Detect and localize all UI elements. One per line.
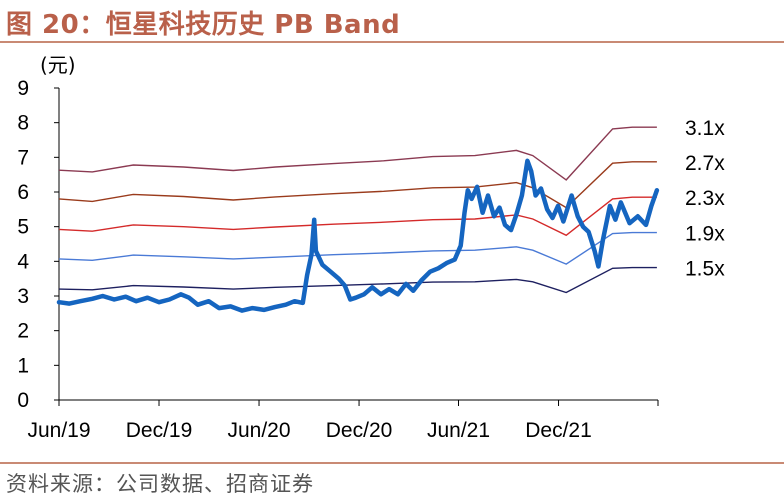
band-label-1.5x: 1.5x: [685, 258, 725, 281]
y-axis-unit-label: (元): [40, 53, 76, 77]
x-tick-label: Jun/20: [227, 419, 290, 442]
y-tick-label: 6: [17, 181, 29, 204]
x-tick-label: Jun/21: [427, 419, 490, 442]
y-tick-label: 0: [17, 389, 29, 412]
band-line-2.7x: [58, 161, 657, 209]
band-label-2.3x: 2.3x: [685, 187, 725, 210]
y-tick-label: 4: [17, 250, 29, 273]
band-line-3.1x: [58, 126, 657, 181]
band-label-2.7x: 2.7x: [685, 152, 725, 175]
y-tick-label: 1: [17, 354, 29, 377]
price-series: [56, 158, 660, 313]
band-line-1.5x: [58, 266, 657, 294]
pb-band-chart: 0 1 2 3 4 5 6 7 8 9 Jun/19 Dec/19 Jun/20 Dec/20 Jun/21…: [17, 53, 725, 442]
y-tick-label: 7: [17, 146, 29, 169]
x-tick-label: Dec/21: [525, 419, 592, 442]
price-line: [56, 158, 660, 313]
title-divider: [0, 41, 784, 43]
y-tick-label: 2: [17, 320, 29, 343]
y-tick-label: 9: [17, 77, 29, 100]
figure-source: 资料来源：公司数据、招商证券: [6, 472, 314, 496]
y-tick-label: 8: [17, 112, 29, 135]
x-tick-label: Jun/19: [27, 419, 90, 442]
source-divider: [0, 462, 784, 464]
figure-title: 图 20：恒星科技历史 PB Band: [6, 10, 401, 40]
band-labels: 3.1x 2.7x 2.3x 1.9x 1.5x: [685, 117, 725, 280]
band-label-3.1x: 3.1x: [685, 117, 725, 140]
chart-axes: 0 1 2 3 4 5 6 7 8 9 Jun/19 Dec/19 Jun/20 Dec/20 Jun/21…: [17, 53, 659, 442]
y-tick-label: 3: [17, 285, 29, 308]
band-line-2.3x: [58, 196, 657, 237]
x-tick-label: Dec/20: [326, 419, 393, 442]
band-line-1.9x: [58, 231, 657, 265]
band-label-1.9x: 1.9x: [685, 223, 725, 246]
y-tick-label: 5: [17, 216, 29, 239]
x-tick-label: Dec/19: [126, 419, 193, 442]
